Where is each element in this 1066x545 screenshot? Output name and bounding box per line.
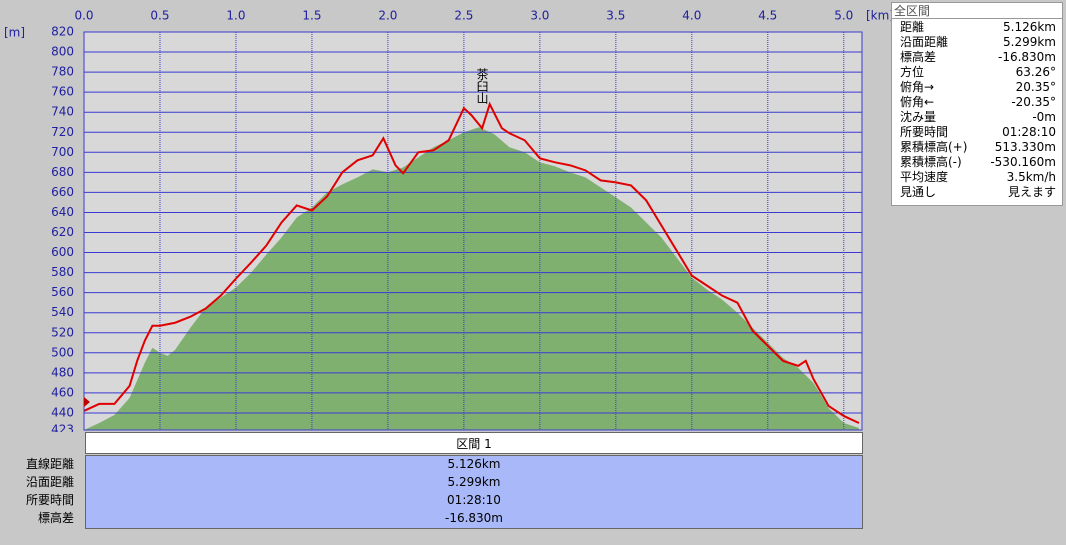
y-tick-label: 800 xyxy=(51,45,74,59)
section-value: -16.830m xyxy=(444,511,503,525)
summary-value: -16.830m xyxy=(997,50,1056,64)
section-value: 01:28:10 xyxy=(447,493,501,507)
y-tick-label: 760 xyxy=(51,85,74,99)
x-unit: [km] xyxy=(866,9,894,23)
summary-row: 累積標高(-) -530.160m xyxy=(892,155,1062,170)
summary-label: 所要時間 xyxy=(900,125,949,139)
summary-label: 沈み量 xyxy=(900,110,937,124)
summary-label: 累積標高(-) xyxy=(900,155,962,169)
y-tick-label: 540 xyxy=(51,305,74,319)
summary-row: 距離 5.126km xyxy=(892,20,1062,35)
y-tick-label: 460 xyxy=(51,385,74,399)
section-label: 所要時間 xyxy=(25,493,74,507)
summary-label: 標高差 xyxy=(900,50,937,64)
summary-row: 方位 63.26° xyxy=(892,65,1062,80)
section-values-bg xyxy=(85,455,863,529)
section-label: 直線距離 xyxy=(25,457,74,471)
summary-row: 俯角→ 20.35° xyxy=(892,80,1062,95)
summary-panel: 全区間 距離 5.126km 沿面距離 5.299km 標高差 -16.830m 方位 63.2… xyxy=(891,2,1063,206)
y-tick-label: 740 xyxy=(51,105,74,119)
summary-label: 累積標高(+) xyxy=(900,140,968,154)
y-tick-label: 580 xyxy=(51,265,74,279)
summary-row: 沈み量 -0m xyxy=(892,110,1062,125)
section-label: 沿面距離 xyxy=(25,475,74,489)
summary-value: -20.35° xyxy=(1011,95,1056,109)
y-tick-label: 600 xyxy=(51,245,74,259)
summary-label: 沿面距離 xyxy=(900,35,949,49)
summary-label: 平均速度 xyxy=(900,170,949,184)
section-value: 5.126km xyxy=(447,457,501,471)
chart: 423 440 460 480 500 520 540 560 580 600 620 640 660 6… xyxy=(4,9,894,433)
summary-value: 3.5km/h xyxy=(1006,170,1056,184)
y-tick-label: 660 xyxy=(51,185,74,199)
summary-value: -530.160m xyxy=(990,155,1056,169)
y-tick-label: 620 xyxy=(51,225,74,239)
x-tick-label: 3.5 xyxy=(606,9,625,23)
summary-value: 5.126km xyxy=(1003,20,1056,34)
summary-row: 俯角← -20.35° xyxy=(892,95,1062,110)
y-tick-label: 700 xyxy=(51,145,74,159)
summary-row: 平均速度 3.5km/h xyxy=(892,170,1062,185)
terrain-area xyxy=(84,127,859,431)
y-tick-label: 560 xyxy=(51,285,74,299)
summary-value: -0m xyxy=(1032,110,1056,124)
y-tick-label: 423 xyxy=(51,423,74,433)
section-labels: 直線距離沿面距離所要時間標高差 xyxy=(0,455,80,530)
x-tick-label: 0.5 xyxy=(150,9,169,23)
y-tick-label: 480 xyxy=(51,365,74,379)
y-tick-label: 720 xyxy=(51,125,74,139)
summary-row: 累積標高(+) 513.330m xyxy=(892,140,1062,155)
summary-label: 俯角→ xyxy=(900,80,935,94)
track-line xyxy=(83,101,860,424)
x-tick-label: 3.0 xyxy=(530,9,549,23)
y-tick-label: 820 xyxy=(51,25,74,39)
summary-label: 方位 xyxy=(900,65,925,79)
summary-label: 見通し xyxy=(900,185,937,199)
x-tick-label: 1.0 xyxy=(226,9,245,23)
y-tick-label: 640 xyxy=(51,205,74,219)
x-tick-label: 2.0 xyxy=(378,9,397,23)
x-tick-label: 4.0 xyxy=(682,9,701,23)
summary-label: 俯角← xyxy=(900,95,935,109)
section-label: 標高差 xyxy=(37,511,74,525)
y-tick-label: 500 xyxy=(51,345,74,359)
y-tick-label: 440 xyxy=(51,405,74,419)
x-tick-label: 2.5 xyxy=(454,9,473,23)
summary-row: 見通し 見えます xyxy=(892,185,1062,200)
peak-annotation: 茶臼山 xyxy=(475,67,489,104)
section-title: 区間 1 xyxy=(85,432,863,454)
summary-label: 距離 xyxy=(900,20,925,34)
summary-value: 01:28:10 xyxy=(1002,125,1056,139)
summary-title: 全区間 xyxy=(892,3,1062,19)
x-tick-label: 4.5 xyxy=(758,9,777,23)
x-tick-label: 1.5 xyxy=(302,9,321,23)
summary-value: 513.330m xyxy=(994,140,1056,154)
start-marker xyxy=(84,397,90,407)
plot-border xyxy=(83,31,863,431)
section-table: 区間 1 5.126km 5.299km 01:28:10 -16.830m xyxy=(85,432,863,529)
x-tick-label: 0.0 xyxy=(74,9,93,23)
summary-row: 沿面距離 5.299km xyxy=(892,35,1062,50)
summary-value: 63.26° xyxy=(1015,65,1056,79)
y-tick-label: 520 xyxy=(51,325,74,339)
y-tick-label: 780 xyxy=(51,65,74,79)
summary-value: 20.35° xyxy=(1015,80,1056,94)
y-tick-label: 680 xyxy=(51,165,74,179)
x-tick-label: 5.0 xyxy=(834,9,853,23)
summary-row: 標高差 -16.830m xyxy=(892,50,1062,65)
y-unit: [m] xyxy=(4,26,25,40)
summary-value: 5.299km xyxy=(1003,35,1056,49)
section-value: 5.299km xyxy=(447,475,501,489)
summary-row: 所要時間 01:28:10 xyxy=(892,125,1062,140)
summary-value: 見えます xyxy=(1007,185,1056,199)
